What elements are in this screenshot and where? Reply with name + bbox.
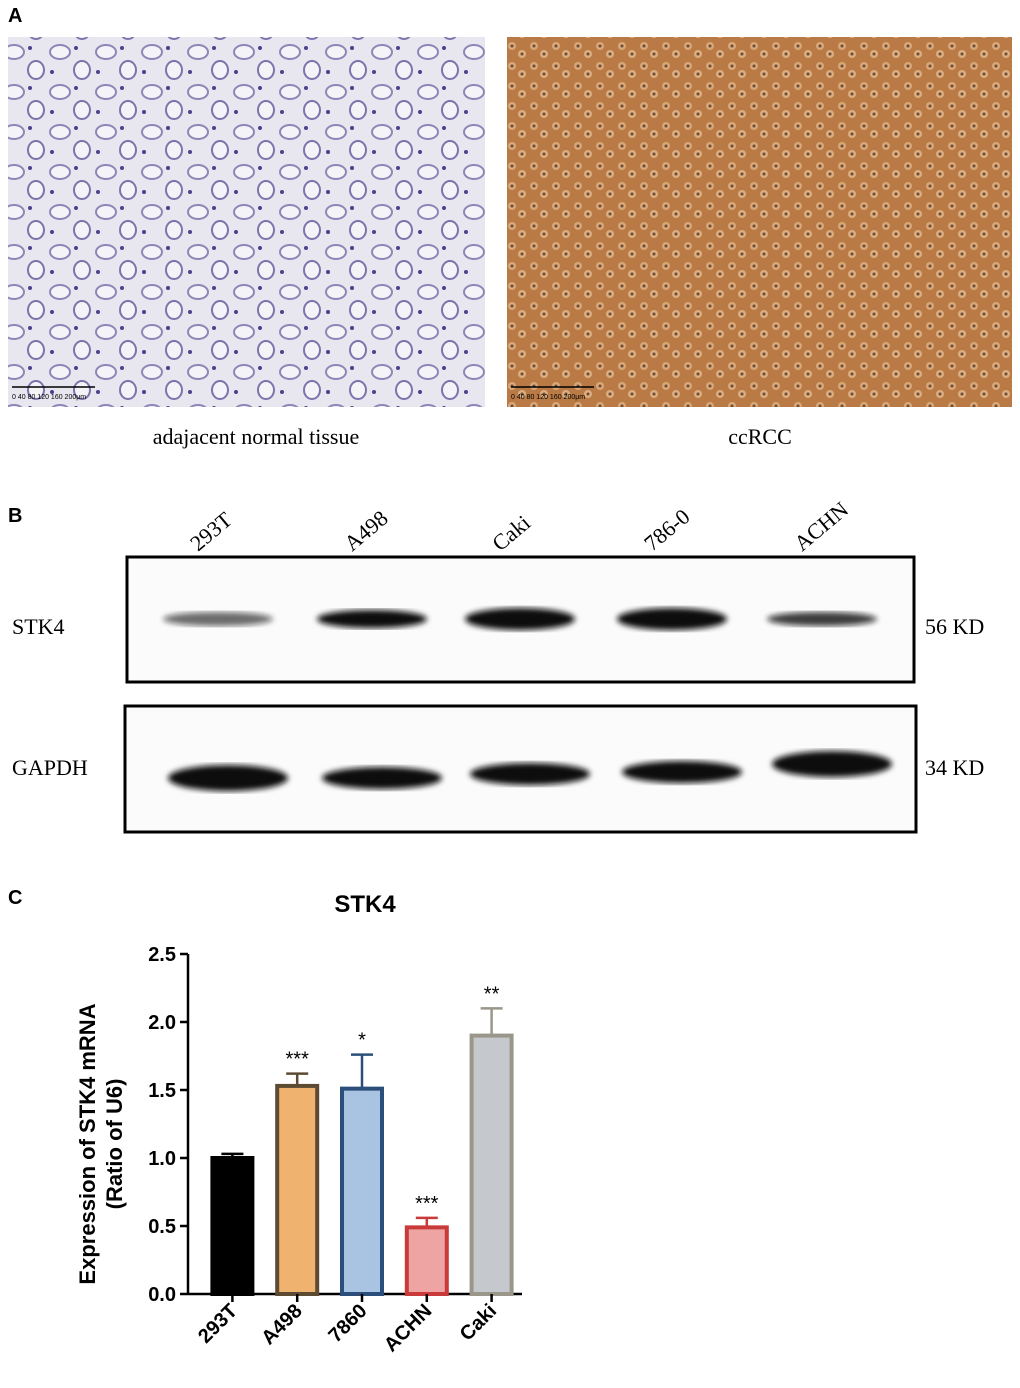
bar [210,1156,255,1296]
bar [404,1225,449,1296]
blot-band [168,765,288,791]
bar [275,1083,320,1297]
blot-band [465,608,575,630]
lane-label: ACHN [789,497,853,556]
y-tick-label: 0.0 [148,1284,176,1306]
blot-band [322,767,442,789]
bar [340,1086,384,1297]
protein-label: STK4 [12,614,65,639]
image-caption: adajacent normal tissue [153,424,359,449]
blot-band [617,608,727,630]
y-axis-label-line: (Ratio of U6) [102,1079,127,1210]
blot-band [317,610,427,628]
histology-image [8,37,485,407]
significance-label: * [358,1030,366,1052]
blot-band [163,612,273,626]
y-tick-label: 1.5 [148,1080,176,1102]
y-tick-label: 2.0 [148,1012,176,1034]
histology-image [507,37,1012,407]
blot-band [767,612,877,626]
significance-label: *** [415,1193,439,1215]
scale-label: 0 40 80 120 160 200μm [511,394,585,401]
panel-label: C [8,887,22,909]
scale-label: 0 40 80 120 160 200μm [12,394,86,401]
panel-b: B 293T A498 Caki 786-0 ACHN STK4 56 KD GAPDH 34 … [8,497,984,834]
significance-label: *** [286,1049,310,1071]
panel-c: C STK4 0.0 0.5 1.0 1.5 2.0 2.5 Expression of S… [8,887,522,1356]
size-label: 56 KD [925,614,984,639]
lane-label: 293T [185,506,237,555]
x-tick-label: A498 [257,1300,306,1349]
blot-band [772,751,892,777]
y-axis-label-line: Expression of STK4 mRNA [75,1003,100,1284]
x-tick-label: ACHN [380,1300,436,1356]
panel-a: A 0 40 80 120 160 200μm 0 40 80 120 160 … [8,5,1012,449]
significance-label: ** [484,983,500,1005]
protein-label: GAPDH [12,755,88,780]
y-tick-label: 0.5 [148,1216,176,1238]
chart-title: STK4 [334,891,396,918]
lane-label: A498 [339,505,393,556]
bar [469,1033,514,1296]
panel-label: A [8,5,22,27]
image-caption: ccRCC [728,424,792,449]
blot-band [470,763,590,785]
lane-label: 786-0 [639,504,694,556]
blot-band [622,761,742,783]
y-tick-label: 2.5 [148,944,176,966]
lane-label: Caki [487,510,535,556]
x-tick-label: Caki [456,1300,501,1345]
y-tick-label: 1.0 [148,1148,176,1170]
panel-label: B [8,505,22,527]
size-label: 34 KD [925,755,984,780]
x-tick-label: 293T [194,1300,242,1348]
y-axis-label: Expression of STK4 mRNA(Ratio of U6) [75,1003,127,1284]
x-tick-label: 7860 [325,1300,372,1347]
